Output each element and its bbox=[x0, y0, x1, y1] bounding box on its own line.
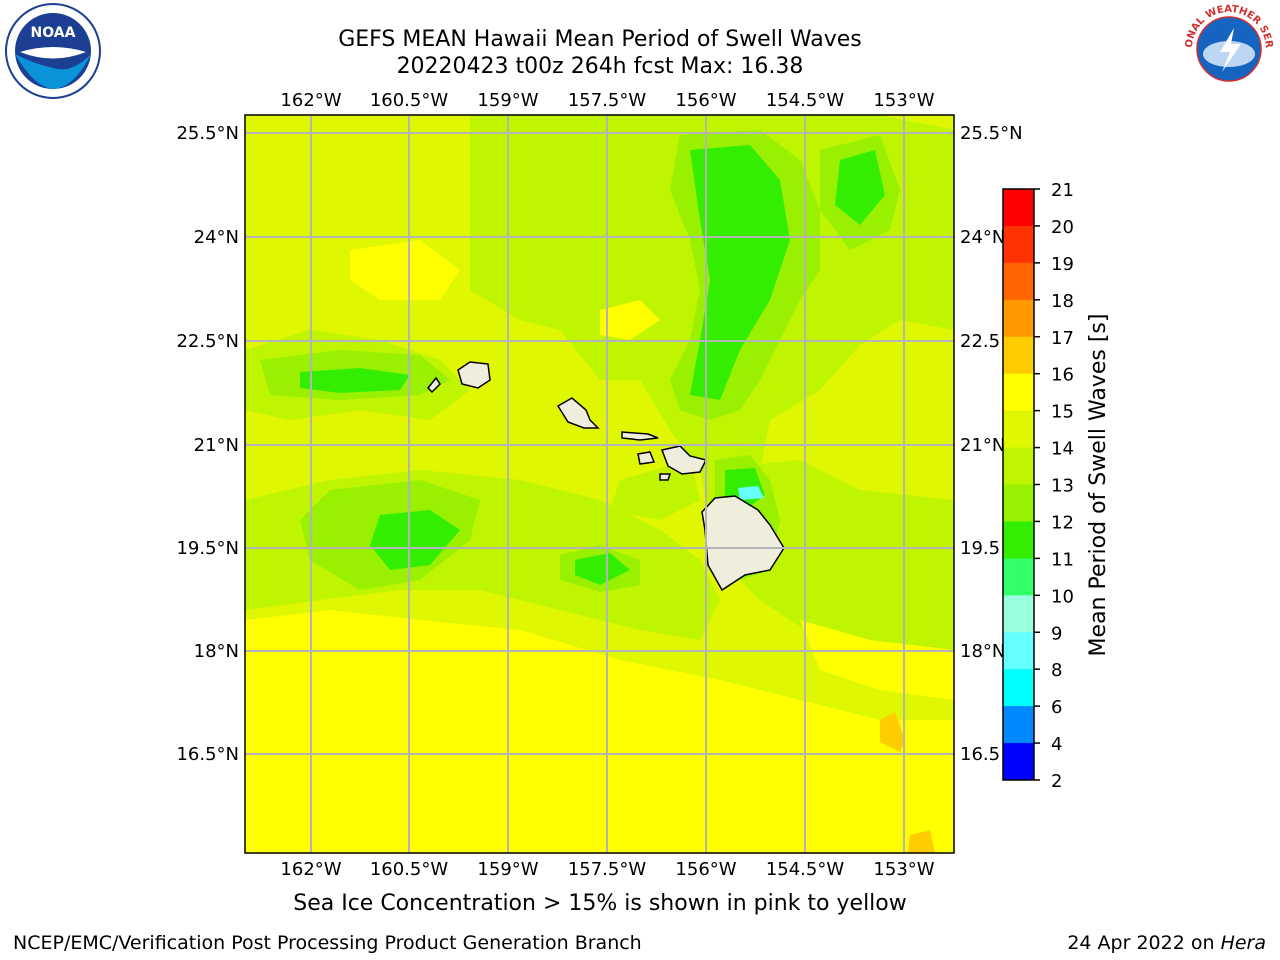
colorbar-tick-label: 19 bbox=[1051, 254, 1074, 275]
left-latitude-labels: 25.5°N 24°N 22.5°N 21°N 19.5°N 18°N 16.5… bbox=[176, 123, 239, 765]
lat-label: 22.5°N bbox=[176, 331, 239, 352]
footer-date: 24 Apr 2022 on Hera bbox=[1067, 932, 1266, 954]
lat-label: 16.5°N bbox=[176, 744, 239, 765]
footer-branch: NCEP/EMC/Verification Post Processing Pr… bbox=[13, 932, 642, 954]
footer-date-text: 24 Apr 2022 on bbox=[1067, 932, 1221, 954]
sea-ice-caption: Sea Ice Concentration > 15% is shown in … bbox=[293, 891, 907, 916]
colorbar-swatch bbox=[1003, 521, 1034, 559]
lon-label: 154.5°W bbox=[766, 859, 845, 880]
lat-label: 21°N bbox=[960, 435, 1005, 456]
lat-label: 22.5 bbox=[960, 331, 1000, 352]
colorbar-swatch bbox=[1003, 706, 1034, 744]
lat-label: 19.5 bbox=[960, 538, 1000, 559]
colorbar-swatch bbox=[1003, 632, 1034, 670]
lon-label: 156°W bbox=[675, 859, 736, 880]
colorbar-swatch bbox=[1003, 743, 1034, 781]
svg-text:NOAA: NOAA bbox=[31, 25, 76, 41]
lon-label: 162°W bbox=[280, 859, 341, 880]
colorbar-tick-label: 6 bbox=[1051, 697, 1062, 718]
top-longitude-labels: 162°W 160.5°W 159°W 157.5°W 156°W 154.5°… bbox=[280, 90, 934, 111]
colorbar-swatch bbox=[1003, 189, 1034, 227]
colorbar-tick-label: 8 bbox=[1051, 660, 1062, 681]
noaa-logo-icon: NOAA bbox=[5, 3, 101, 99]
colorbar-tick-label: 2 bbox=[1051, 771, 1062, 792]
map-gridlines bbox=[245, 115, 954, 853]
lon-label: 159°W bbox=[477, 90, 538, 111]
lon-label: 157.5°W bbox=[568, 90, 647, 111]
colorbar-tick-label: 20 bbox=[1051, 217, 1074, 238]
map-frame bbox=[244, 114, 955, 854]
colorbar-swatch bbox=[1003, 225, 1034, 264]
colorbar-swatch bbox=[1003, 299, 1034, 338]
lat-label: 24°N bbox=[194, 227, 239, 248]
lon-label: 162°W bbox=[280, 90, 341, 111]
colorbar-swatch bbox=[1003, 669, 1034, 707]
colorbar-tick-label: 10 bbox=[1051, 586, 1074, 607]
colorbar-tick-label: 21 bbox=[1051, 180, 1074, 201]
map-title: GEFS MEAN Hawaii Mean Period of Swell Wa… bbox=[338, 27, 862, 52]
lat-label: 25.5°N bbox=[960, 123, 1023, 144]
colorbar: 21 20 19 18 17 16 15 14 13 12 11 10 9 8 6 4 2 Mean Perio… bbox=[1002, 180, 1111, 792]
colorbar-tick-label: 15 bbox=[1051, 402, 1074, 423]
lon-label: 160.5°W bbox=[370, 859, 449, 880]
lat-label: 16.5 bbox=[960, 744, 1000, 765]
lon-label: 154.5°W bbox=[766, 90, 845, 111]
colorbar-tick-label: 11 bbox=[1051, 549, 1074, 570]
colorbar-swatch bbox=[1003, 595, 1034, 633]
map-subtitle: 20220423 t00z 264h fcst Max: 16.38 bbox=[396, 54, 804, 79]
lat-label: 25.5°N bbox=[176, 123, 239, 144]
lat-label: 18°N bbox=[960, 641, 1005, 662]
lon-label: 156°W bbox=[675, 90, 736, 111]
lon-label: 157.5°W bbox=[568, 859, 647, 880]
lon-label: 159°W bbox=[477, 859, 538, 880]
colorbar-label: Mean Period of Swell Waves [s] bbox=[1086, 314, 1111, 657]
colorbar-tick-label: 4 bbox=[1051, 734, 1062, 755]
colorbar-tick-label: 16 bbox=[1051, 365, 1074, 386]
lon-label: 160.5°W bbox=[370, 90, 449, 111]
colorbar-swatches bbox=[1003, 189, 1034, 781]
colorbar-swatch bbox=[1003, 410, 1034, 449]
colorbar-tick-label: 13 bbox=[1051, 476, 1074, 497]
colorbar-swatch bbox=[1003, 447, 1034, 485]
nws-logo-icon: NATIONAL WEATHER SERVICE bbox=[1178, 0, 1275, 95]
lat-label: 24°N bbox=[960, 227, 1005, 248]
lat-label: 18°N bbox=[194, 641, 239, 662]
colorbar-swatch bbox=[1003, 484, 1034, 522]
right-latitude-labels: 25.5°N 24°N 22.5 21°N 19.5 18°N 16.5 bbox=[960, 123, 1023, 765]
swell-period-field bbox=[245, 115, 954, 853]
colorbar-tick-label: 9 bbox=[1051, 623, 1062, 644]
colorbar-tick-label: 12 bbox=[1051, 512, 1074, 533]
colorbar-swatch bbox=[1003, 336, 1034, 375]
footer-host: Hera bbox=[1220, 932, 1266, 954]
colorbar-tick-label: 17 bbox=[1051, 328, 1074, 349]
colorbar-swatch bbox=[1003, 262, 1034, 301]
colorbar-tick-label: 18 bbox=[1051, 291, 1074, 312]
colorbar-swatch bbox=[1003, 373, 1034, 412]
lon-label: 153°W bbox=[873, 859, 934, 880]
bottom-longitude-labels: 162°W 160.5°W 159°W 157.5°W 156°W 154.5°… bbox=[280, 859, 934, 880]
lat-label: 19.5°N bbox=[176, 538, 239, 559]
colorbar-tick-label: 14 bbox=[1051, 439, 1074, 460]
colorbar-ticks: 21 20 19 18 17 16 15 14 13 12 11 10 9 8 6 4 2 bbox=[1034, 180, 1074, 792]
colorbar-swatch bbox=[1003, 558, 1034, 596]
lon-label: 153°W bbox=[873, 90, 934, 111]
lat-label: 21°N bbox=[194, 435, 239, 456]
